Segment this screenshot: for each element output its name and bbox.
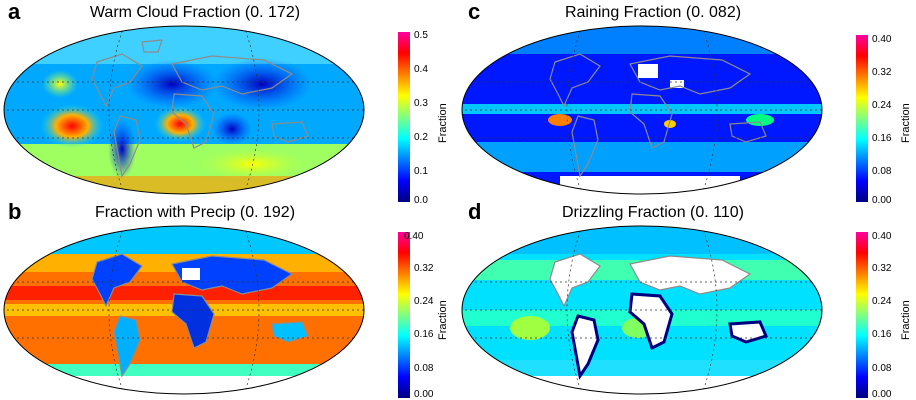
colorbar-tick: 0.24 (872, 296, 892, 307)
colorbar-tick: 0.16 (872, 329, 892, 340)
panel-b: b Fraction with Precip (0. 192) (0, 199, 458, 400)
map-fraction-with-precip (3, 225, 365, 395)
colorbar-tick: 0.32 (872, 263, 892, 274)
colorbar-tick: 0.08 (872, 363, 892, 374)
map-warm-cloud-fraction (3, 25, 365, 195)
colorbar-tick: 0.16 (414, 329, 434, 340)
colorbar-tick: 0.00 (872, 389, 892, 400)
colorbar-tick: 0.32 (414, 263, 434, 274)
colorbar-tick: 0.32 (872, 67, 892, 78)
colorbar-tick: 0.00 (414, 389, 434, 400)
panel-letter: a (8, 0, 21, 24)
panel-c: c Raining Fraction (0. 082) (458, 0, 916, 206)
panel-title: Fraction with Precip (0. 192) (94, 204, 296, 221)
colorbar-tick: 0.40 (872, 34, 892, 45)
colorbar-label: Fraction (437, 103, 449, 143)
colorbar-tick: 0.00 (872, 195, 892, 206)
panel-title: Warm Cloud Fraction (0. 172) (89, 4, 301, 21)
colorbar-tick: 0.40 (404, 231, 424, 242)
panel-title: Raining Fraction (0. 082) (564, 4, 742, 21)
colorbar-tick: 0.5 (414, 30, 428, 41)
panel-letter: b (8, 199, 22, 224)
colorbar (856, 35, 868, 202)
panel-letter: d (468, 199, 482, 224)
colorbar-tick: 0.24 (414, 296, 434, 307)
colorbar (398, 232, 410, 398)
colorbar-label: Fraction (900, 300, 912, 340)
colorbar-tick: 0.2 (414, 132, 428, 143)
panel-title: Drizzling Fraction (0. 110) (562, 204, 744, 221)
panel-a: a Warm Cloud Fraction (0. 172) (0, 0, 458, 206)
colorbar (856, 232, 868, 398)
colorbar-tick: 0.4 (414, 64, 428, 75)
colorbar-label: Fraction (900, 103, 912, 143)
colorbar (398, 32, 410, 202)
colorbar-label: Fraction (437, 300, 449, 340)
map-raining-fraction (461, 25, 823, 195)
colorbar-tick: 0.24 (872, 100, 892, 111)
panel-letter: c (468, 0, 481, 24)
colorbar-tick: 0.1 (414, 166, 428, 177)
colorbar-tick: 0.40 (872, 231, 892, 242)
colorbar-tick: 0.0 (414, 195, 428, 206)
colorbar-tick: 0.08 (872, 166, 892, 177)
map-drizzling-fraction (461, 225, 823, 395)
panel-d: d Drizzling Fraction (0. 110) (458, 199, 916, 400)
colorbar-tick: 0.16 (872, 133, 892, 144)
colorbar-tick: 0.08 (414, 363, 434, 374)
colorbar-tick: 0.3 (414, 98, 428, 109)
